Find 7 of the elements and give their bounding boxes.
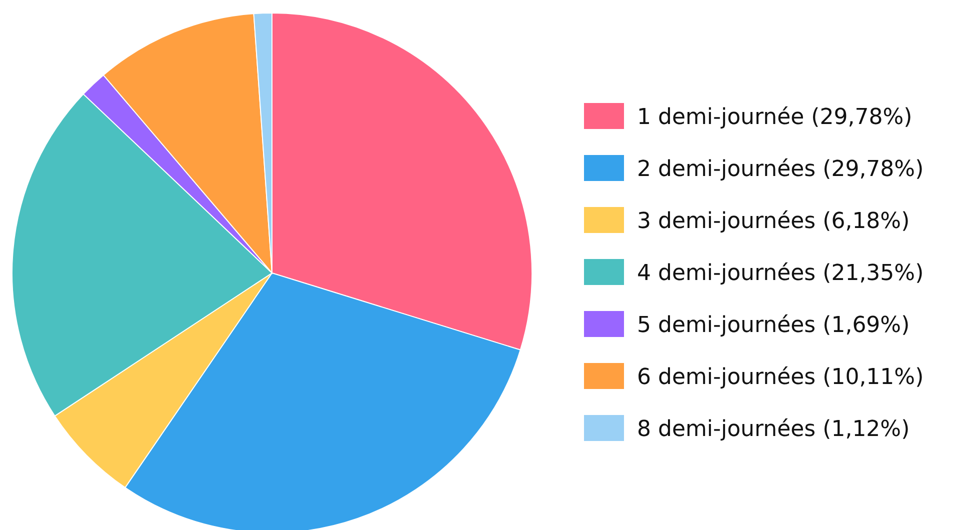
legend-label: 5 demi-journées (1,69%) [637, 313, 910, 338]
legend-label: 4 demi-journées (21,35%) [637, 261, 924, 286]
legend-label: 2 demi-journées (29,78%) [637, 157, 924, 182]
legend-label: 8 demi-journées (1,12%) [637, 417, 910, 442]
legend-label: 1 demi-journée (29,78%) [637, 105, 912, 130]
legend-label: 3 demi-journées (6,18%) [637, 209, 910, 234]
legend-label: 6 demi-journées (10,11%) [637, 365, 924, 390]
